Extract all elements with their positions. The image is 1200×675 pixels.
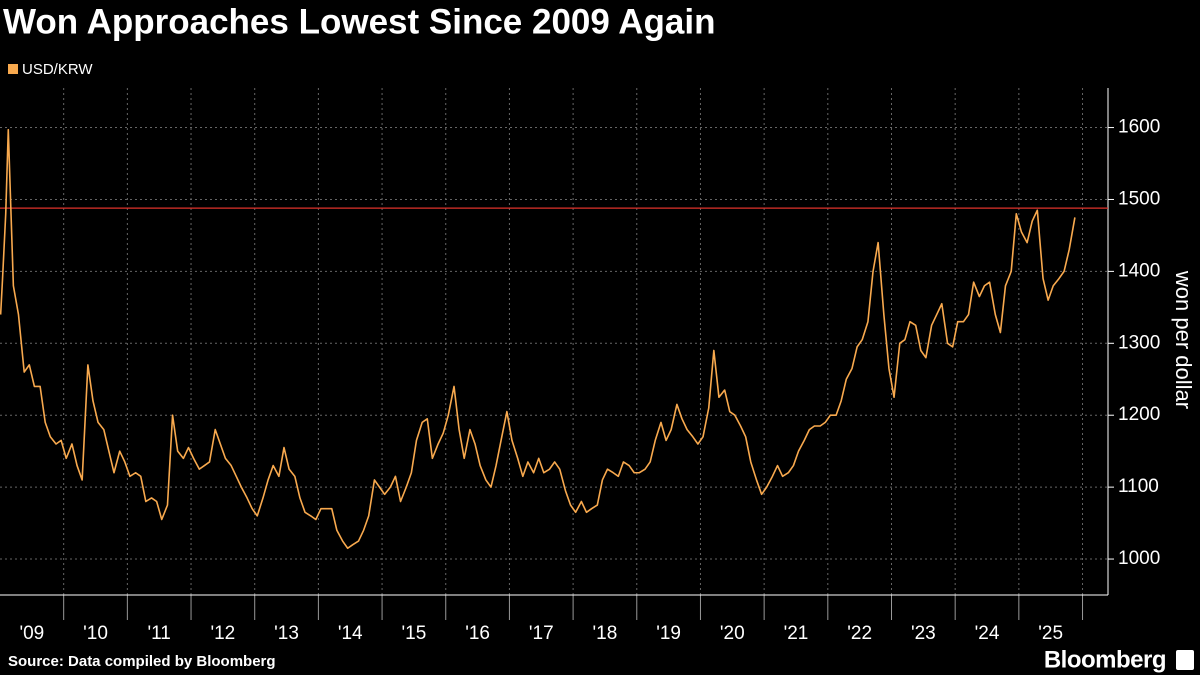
x-tick-label: '16 [465, 623, 490, 644]
x-tick-label: '17 [529, 623, 554, 644]
series-line [0, 128, 1076, 550]
x-tick-label: '23 [911, 623, 936, 644]
x-tick-label: '13 [274, 623, 299, 644]
x-tick-label: '22 [847, 623, 872, 644]
chart-title: Won Approaches Lowest Since 2009 Again [3, 2, 716, 41]
legend-label: USD/KRW [22, 61, 93, 78]
x-tick-label: '09 [19, 623, 44, 644]
x-tick-label: '19 [656, 623, 681, 644]
legend-swatch [8, 64, 18, 74]
x-tick-label: '10 [83, 623, 108, 644]
x-tick-label: '20 [720, 623, 745, 644]
y-tick-label: 1300 [1118, 332, 1160, 353]
x-tick-label: '12 [210, 623, 235, 644]
brand-logo: Bloomberg [1044, 646, 1166, 673]
source-note: Source: Data compiled by Bloomberg [8, 653, 276, 670]
y-tick-label: 1000 [1118, 548, 1160, 569]
y-tick-label: 1400 [1118, 260, 1160, 281]
plot: 1000 1100 1200 1300 1400 1500 1600 '09 '10 '11 '12… [0, 88, 1160, 644]
y-tick-label: 1600 [1118, 117, 1160, 138]
brand-icon [1176, 650, 1194, 670]
x-tick-label: '14 [338, 623, 363, 644]
y-axis-title: won per dollar [1171, 270, 1196, 409]
x-tick-label: '24 [975, 623, 1000, 644]
y-tick-label: 1500 [1118, 188, 1160, 209]
x-tick-label: '25 [1038, 623, 1063, 644]
y-tick-label: 1200 [1118, 404, 1160, 425]
x-tick-label: '15 [402, 623, 427, 644]
x-tick-label: '21 [784, 623, 809, 644]
y-tick-label: 1100 [1118, 476, 1159, 497]
x-tick-label: '18 [593, 623, 618, 644]
x-tick-label: '11 [148, 623, 171, 644]
